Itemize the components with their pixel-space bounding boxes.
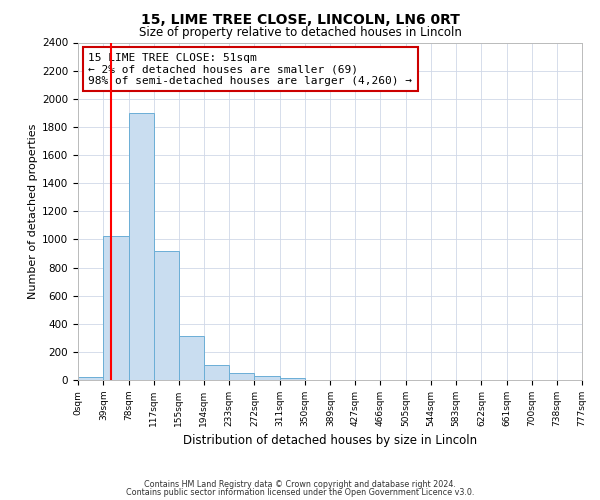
Text: Contains HM Land Registry data © Crown copyright and database right 2024.: Contains HM Land Registry data © Crown c… <box>144 480 456 489</box>
Text: Size of property relative to detached houses in Lincoln: Size of property relative to detached ho… <box>139 26 461 39</box>
Bar <box>78 377 103 380</box>
Text: 15, LIME TREE CLOSE, LINCOLN, LN6 0RT: 15, LIME TREE CLOSE, LINCOLN, LN6 0RT <box>140 12 460 26</box>
Bar <box>229 373 254 380</box>
Bar <box>103 236 128 380</box>
Text: 15 LIME TREE CLOSE: 51sqm
← 2% of detached houses are smaller (69)
98% of semi-d: 15 LIME TREE CLOSE: 51sqm ← 2% of detach… <box>88 52 412 86</box>
Bar <box>254 376 280 380</box>
Bar <box>154 250 179 380</box>
Text: Contains public sector information licensed under the Open Government Licence v3: Contains public sector information licen… <box>126 488 474 497</box>
X-axis label: Distribution of detached houses by size in Lincoln: Distribution of detached houses by size … <box>183 434 477 448</box>
Bar <box>179 336 204 380</box>
Bar <box>280 378 305 380</box>
Bar <box>204 365 229 380</box>
Y-axis label: Number of detached properties: Number of detached properties <box>28 124 38 299</box>
Bar <box>128 113 154 380</box>
